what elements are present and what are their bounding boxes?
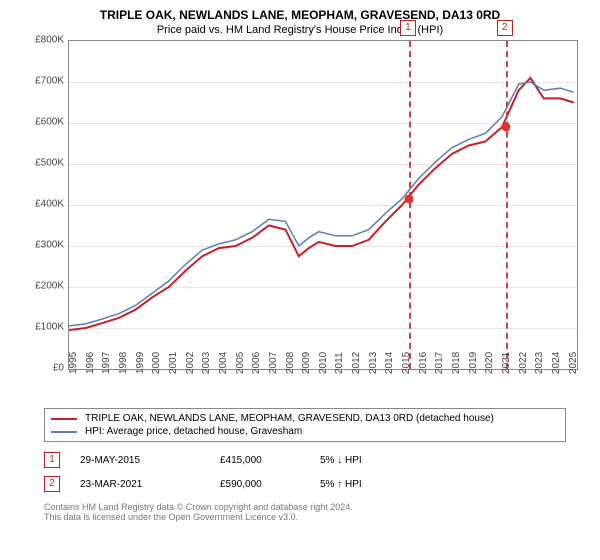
x-axis-label: 2025 — [568, 352, 579, 374]
sale-point — [404, 194, 413, 203]
y-axis-label: £200K — [35, 281, 64, 292]
legend: TRIPLE OAK, NEWLANDS LANE, MEOPHAM, GRAV… — [44, 408, 566, 442]
event-marker: 1 — [400, 20, 416, 36]
chart-container: TRIPLE OAK, NEWLANDS LANE, MEOPHAM, GRAV… — [0, 0, 600, 560]
sale-row: 1 29-MAY-2015 £415,000 5% ↓ HPI — [44, 448, 566, 472]
x-axis-label: 1999 — [135, 352, 146, 374]
series-hpi — [69, 82, 574, 326]
sale-delta: 5% ↑ HPI — [320, 479, 410, 490]
y-axis-label: £0 — [53, 363, 64, 374]
legend-swatch — [51, 431, 77, 433]
chart-area: £0£100K£200K£300K£400K£500K£600K£700K£80… — [20, 40, 580, 400]
sale-marker: 1 — [44, 452, 60, 468]
sale-date: 23-MAR-2021 — [80, 479, 200, 490]
plot-area — [68, 40, 578, 370]
footer-line-2: This data is licensed under the Open Gov… — [44, 512, 600, 522]
x-axis-label: 2008 — [285, 352, 296, 374]
sales-table: 1 29-MAY-2015 £415,000 5% ↓ HPI 2 23-MAR-2021… — [44, 448, 566, 496]
y-axis-label: £700K — [35, 76, 64, 87]
x-axis-label: 2022 — [518, 352, 529, 374]
sale-point — [501, 123, 510, 132]
x-axis-label: 2000 — [151, 352, 162, 374]
x-axis-label: 2014 — [384, 352, 395, 374]
chart-title: TRIPLE OAK, NEWLANDS LANE, MEOPHAM, GRAV… — [0, 0, 600, 22]
x-axis-label: 2005 — [235, 352, 246, 374]
x-axis-label: 1996 — [85, 352, 96, 374]
sale-marker: 2 — [44, 476, 60, 492]
sale-price: £415,000 — [220, 455, 300, 466]
y-axis-label: £600K — [35, 117, 64, 128]
x-axis-label: 2020 — [484, 352, 495, 374]
x-axis-label: 2013 — [368, 352, 379, 374]
legend-item: TRIPLE OAK, NEWLANDS LANE, MEOPHAM, GRAV… — [51, 412, 559, 425]
x-axis-label: 2019 — [468, 352, 479, 374]
sale-date: 29-MAY-2015 — [80, 455, 200, 466]
x-axis-label: 2016 — [418, 352, 429, 374]
legend-item: HPI: Average price, detached house, Grav… — [51, 425, 559, 438]
x-axis-label: 1995 — [68, 352, 79, 374]
footer: Contains HM Land Registry data © Crown c… — [44, 502, 600, 522]
footer-line-1: Contains HM Land Registry data © Crown c… — [44, 502, 600, 512]
event-vline — [506, 41, 508, 369]
x-axis-label: 2024 — [551, 352, 562, 374]
x-axis-label: 1998 — [118, 352, 129, 374]
x-axis-label: 2003 — [201, 352, 212, 374]
x-axis-label: 2012 — [351, 352, 362, 374]
x-axis-label: 2007 — [268, 352, 279, 374]
y-axis-label: £300K — [35, 240, 64, 251]
x-axis-label: 2018 — [451, 352, 462, 374]
x-axis-label: 2002 — [185, 352, 196, 374]
legend-swatch — [51, 418, 77, 420]
x-axis-label: 1997 — [101, 352, 112, 374]
event-marker: 2 — [497, 20, 513, 36]
y-axis-label: £800K — [35, 35, 64, 46]
series-price_paid — [69, 78, 574, 330]
x-axis-label: 2023 — [534, 352, 545, 374]
sale-price: £590,000 — [220, 479, 300, 490]
legend-label: TRIPLE OAK, NEWLANDS LANE, MEOPHAM, GRAV… — [85, 413, 494, 424]
x-axis-label: 2021 — [501, 352, 512, 374]
x-axis-label: 2006 — [251, 352, 262, 374]
x-axis-label: 2011 — [334, 352, 345, 374]
x-axis-label: 2017 — [434, 352, 445, 374]
legend-label: HPI: Average price, detached house, Grav… — [85, 426, 302, 437]
sale-row: 2 23-MAR-2021 £590,000 5% ↑ HPI — [44, 472, 566, 496]
y-axis-label: £400K — [35, 199, 64, 210]
event-vline — [409, 41, 411, 369]
sale-delta: 5% ↓ HPI — [320, 455, 410, 466]
x-axis-label: 2004 — [218, 352, 229, 374]
x-axis-label: 2010 — [318, 352, 329, 374]
x-axis-label: 2001 — [168, 352, 179, 374]
x-axis-label: 2009 — [301, 352, 312, 374]
x-axis-label: 2015 — [401, 352, 412, 374]
line-svg — [69, 41, 577, 369]
y-axis-label: £100K — [35, 322, 64, 333]
y-axis-label: £500K — [35, 158, 64, 169]
